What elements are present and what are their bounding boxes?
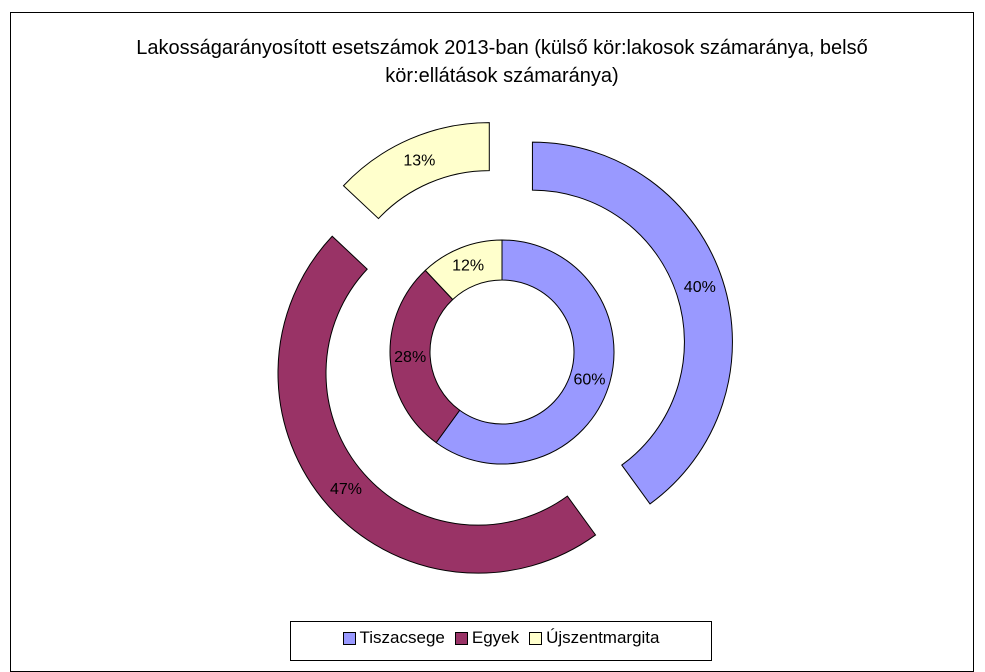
data-label: 40% <box>684 279 716 296</box>
legend-item: Tiszacsege <box>342 628 445 648</box>
doughnut-segment <box>531 141 733 505</box>
doughnut-segment <box>342 122 490 220</box>
chart: 40% 47% 13% 60% 28% 12% <box>277 122 733 574</box>
legend-label: Újszentmargita <box>546 628 660 647</box>
legend-item: Újszentmargita <box>529 628 659 648</box>
data-label: 12% <box>452 258 484 275</box>
doughnut-segment <box>424 239 503 301</box>
legend-label: Egyek <box>471 628 520 647</box>
chart-title: Lakosságarányosított esetszámok 2013-ban… <box>136 37 868 87</box>
data-label: 28% <box>394 349 426 366</box>
legend-swatch <box>529 631 543 645</box>
data-label: 60% <box>573 372 605 389</box>
data-label: 47% <box>330 481 362 498</box>
legend-label: Tiszacsege <box>359 628 445 647</box>
doughnut-segment <box>277 235 597 574</box>
doughnut-segment <box>435 239 615 465</box>
legend-swatch <box>342 631 356 645</box>
data-label: 13% <box>403 152 435 169</box>
doughnut-segment <box>389 269 461 444</box>
page: {"chart_data": {"type": "doughnut", "tit… <box>10 12 974 672</box>
legend-swatch <box>454 631 468 645</box>
legend: Tiszacsege Egyek Újszentmargita <box>290 621 712 661</box>
legend-item: Egyek <box>454 628 520 648</box>
